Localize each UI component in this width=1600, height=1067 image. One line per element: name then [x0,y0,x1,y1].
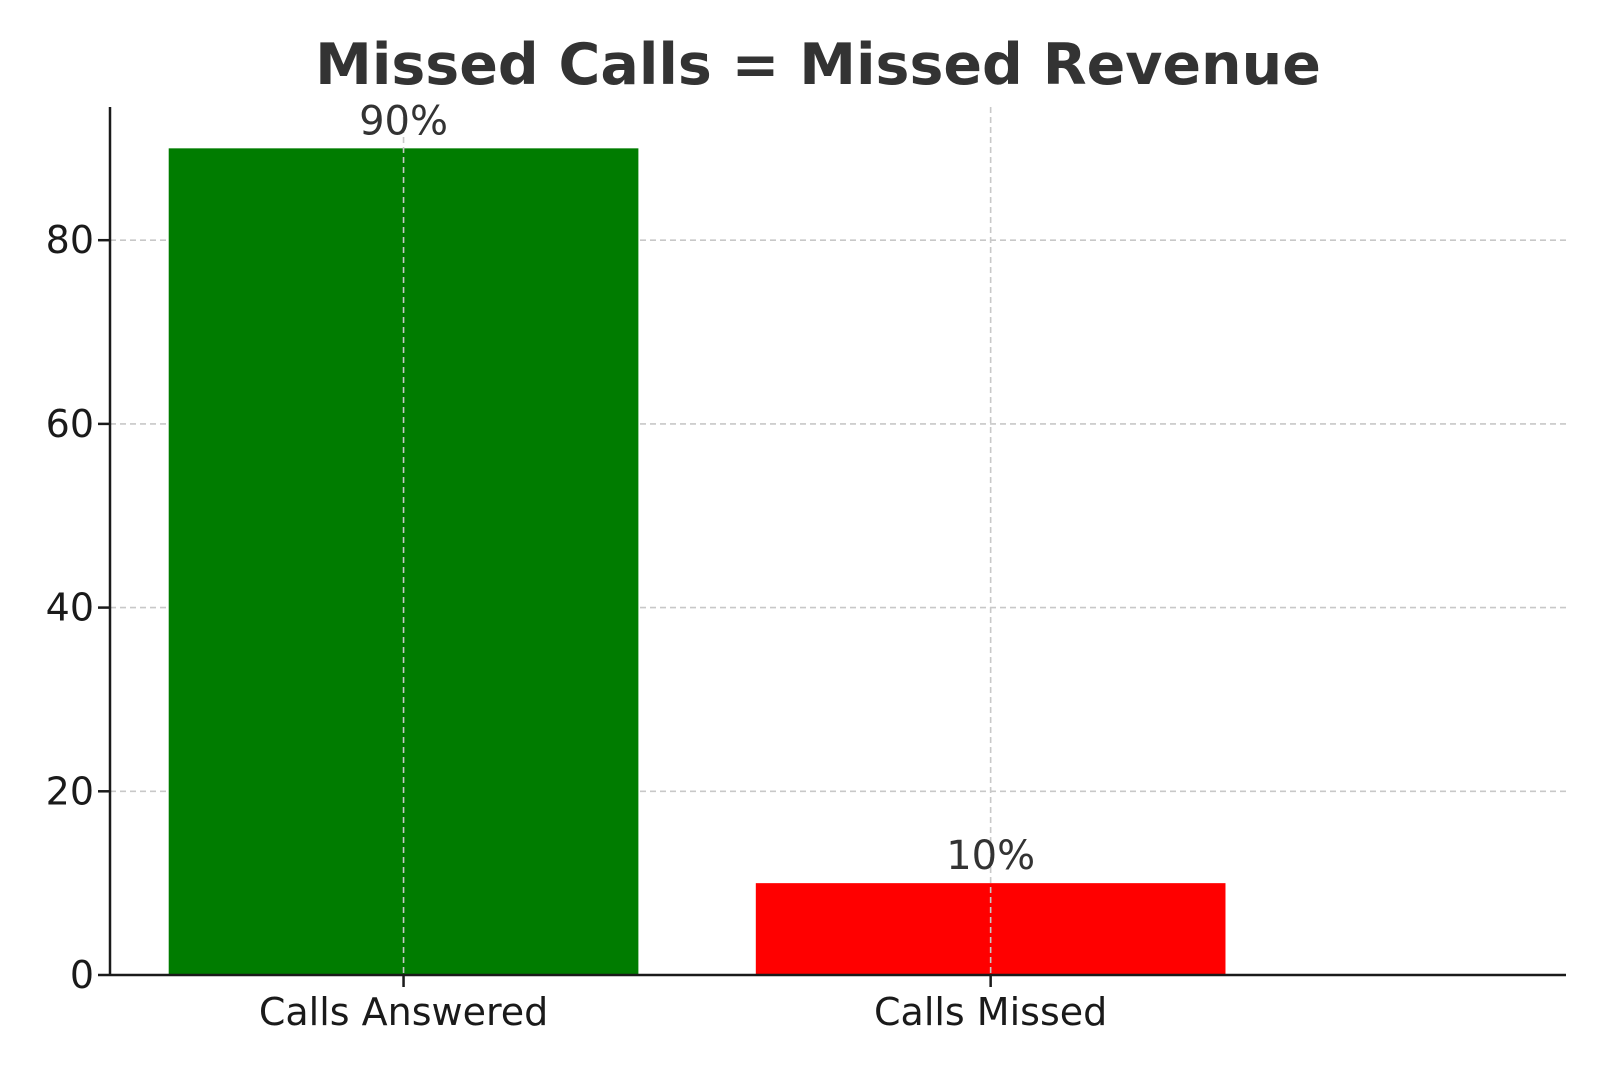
chart-title: Missed Calls = Missed Revenue [315,32,1321,98]
labels: 0 20 40 60 80 Calls Answered Calls Missed 90% 10… [46,98,1108,1034]
y-tick-label: 40 [46,586,94,630]
x-tick-label: Calls Answered [259,990,548,1034]
bars [168,148,1226,976]
axes [98,107,1566,987]
y-tick-label: 20 [46,769,94,813]
bar-value-label: 90% [359,98,448,144]
x-tick-label: Calls Missed [874,990,1107,1034]
bar-value-label: 10% [946,833,1035,879]
vertical-grid [402,107,992,975]
y-tick-label: 0 [70,953,94,997]
y-tick-label: 60 [46,402,94,446]
y-tick-label: 80 [46,218,94,262]
